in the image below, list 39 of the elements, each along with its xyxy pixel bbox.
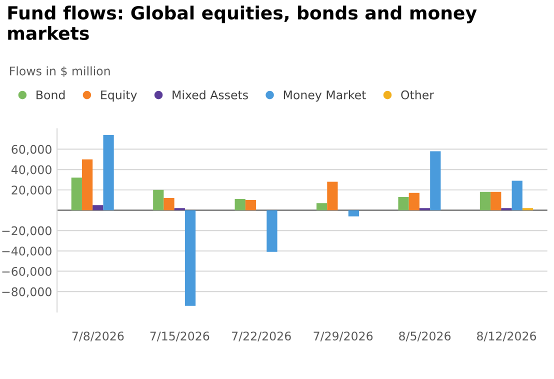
y-tick-label: −40,000 <box>2 246 52 257</box>
bar <box>512 180 522 210</box>
y-tick-label: 40,000 <box>11 165 52 176</box>
bar <box>153 190 164 210</box>
y-tick-label: −80,000 <box>2 287 52 298</box>
legend-label: Equity <box>101 90 137 102</box>
bar <box>490 192 502 210</box>
bar <box>164 198 174 210</box>
y-tick-label: −60,000 <box>2 266 52 278</box>
x-tick-label: 8/5/2026 <box>399 332 451 342</box>
legend-label: Bond <box>36 90 65 100</box>
bar <box>398 197 409 210</box>
bar <box>245 200 256 210</box>
x-tick-label: 7/15/2026 <box>150 332 210 342</box>
x-tick-label: 7/29/2026 <box>314 332 373 342</box>
bar <box>103 134 114 210</box>
bar <box>430 151 441 210</box>
bar <box>92 205 104 210</box>
y-tick-label: 20,000 <box>12 186 52 196</box>
legend-label: Mixed Assets <box>172 90 248 100</box>
bar <box>348 210 359 216</box>
bar <box>184 210 196 306</box>
x-tick-label: 8/12/2026 <box>477 332 536 342</box>
y-tick-label: −20,000 <box>2 226 52 236</box>
bar <box>327 182 338 210</box>
legend-label: Money Market <box>284 90 366 102</box>
bar <box>234 199 246 210</box>
chart-title: Fund flows: Global equities, bonds and money markets <box>8 6 477 40</box>
bar <box>71 178 82 210</box>
bar <box>82 159 93 210</box>
x-tick-label: 7/8/2026 <box>72 332 124 342</box>
bar <box>316 203 328 210</box>
bar <box>408 192 420 210</box>
bar <box>480 192 491 210</box>
y-tick-label: 60,000 <box>12 144 52 156</box>
legend-label: Other <box>401 90 434 100</box>
x-tick-label: 7/22/2026 <box>232 332 291 342</box>
chart-subtitle: Flows in $ million <box>10 66 110 78</box>
bar <box>266 210 278 252</box>
